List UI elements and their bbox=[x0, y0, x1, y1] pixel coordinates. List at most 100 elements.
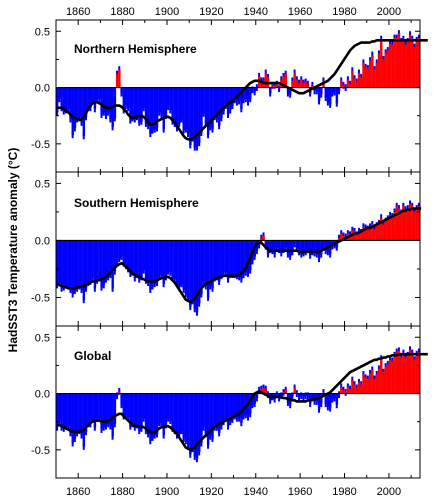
anomaly-bar bbox=[384, 221, 387, 241]
anomaly-bar bbox=[289, 87, 292, 95]
anomaly-bar bbox=[71, 240, 74, 295]
anomaly-bar bbox=[280, 393, 283, 396]
anomaly-bar bbox=[56, 393, 59, 428]
anomaly-bar bbox=[166, 240, 170, 272]
y-tick-label: -0.5 bbox=[31, 139, 50, 151]
anomaly-bar bbox=[129, 393, 132, 427]
anomaly-bar bbox=[377, 368, 381, 394]
x-tick-label-top: 1960 bbox=[288, 6, 312, 18]
anomaly-bar bbox=[71, 393, 74, 444]
anomaly-bar bbox=[249, 393, 252, 414]
anomaly-bar bbox=[89, 240, 92, 282]
anomaly-bar bbox=[273, 240, 276, 255]
anomaly-bar bbox=[107, 393, 110, 424]
y-tick-label: -0.5 bbox=[31, 292, 50, 304]
anomaly-bar bbox=[111, 240, 114, 289]
anomaly-bar bbox=[220, 240, 223, 276]
anomaly-bar bbox=[202, 240, 205, 282]
anomaly-bar bbox=[93, 240, 97, 289]
anomaly-bar bbox=[271, 240, 274, 251]
anomaly-bar bbox=[366, 229, 370, 241]
anomaly-bar bbox=[198, 393, 201, 453]
anomaly-bar bbox=[373, 69, 376, 88]
anomaly-bar bbox=[364, 67, 367, 88]
anomaly-bar bbox=[331, 240, 334, 247]
anomaly-bar bbox=[84, 240, 88, 289]
anomaly-bar bbox=[300, 79, 303, 88]
anomaly-bar bbox=[182, 240, 185, 290]
anomaly-bar bbox=[408, 34, 412, 88]
anomaly-bar bbox=[113, 393, 117, 424]
anomaly-bar bbox=[131, 240, 134, 273]
anomaly-bar bbox=[144, 393, 148, 431]
anomaly-bar bbox=[366, 378, 370, 394]
anomaly-bar bbox=[286, 87, 290, 94]
anomaly-bar bbox=[158, 393, 161, 423]
anomaly-bar bbox=[204, 393, 208, 435]
anomaly-bar bbox=[329, 87, 332, 105]
anomaly-bar bbox=[311, 85, 314, 88]
anomaly-bar bbox=[286, 240, 290, 255]
anomaly-bar bbox=[209, 240, 212, 287]
anomaly-bar bbox=[69, 87, 72, 120]
anomaly-bar bbox=[195, 393, 199, 459]
anomaly-bar bbox=[175, 87, 179, 129]
anomaly-bar bbox=[411, 206, 414, 241]
anomaly-bar bbox=[191, 393, 194, 449]
anomaly-bar bbox=[98, 87, 101, 99]
y-tick-label: 0.0 bbox=[35, 83, 50, 95]
anomaly-bar bbox=[133, 393, 137, 428]
anomaly-bar bbox=[246, 240, 250, 274]
anomaly-bar bbox=[173, 240, 177, 280]
anomaly-bar bbox=[80, 393, 83, 436]
anomaly-bar bbox=[147, 393, 150, 435]
anomaly-bar bbox=[224, 393, 228, 419]
x-tick-label-top: 1860 bbox=[66, 6, 90, 18]
anomaly-bar bbox=[231, 393, 234, 420]
anomaly-bar bbox=[386, 218, 390, 241]
anomaly-bar bbox=[393, 211, 396, 241]
panel-title-northern-hemisphere: Northern Hemisphere bbox=[74, 42, 197, 56]
anomaly-bar bbox=[149, 393, 152, 441]
anomaly-bar bbox=[198, 87, 201, 143]
anomaly-bar bbox=[191, 87, 194, 139]
anomaly-bar bbox=[311, 393, 314, 399]
anomaly-bar bbox=[209, 393, 212, 437]
anomaly-bar bbox=[175, 240, 179, 284]
anomaly-bar bbox=[142, 240, 145, 271]
anomaly-bar bbox=[355, 234, 359, 241]
anomaly-bar bbox=[402, 206, 405, 241]
anomaly-bar bbox=[231, 240, 234, 275]
anomaly-bar bbox=[224, 87, 228, 106]
anomaly-bar bbox=[64, 87, 68, 111]
anomaly-bar bbox=[300, 393, 303, 396]
anomaly-bar bbox=[198, 240, 201, 304]
anomaly-bar bbox=[58, 393, 61, 421]
anomaly-bar bbox=[306, 84, 310, 88]
anomaly-bar bbox=[182, 393, 185, 439]
anomaly-bar bbox=[104, 87, 108, 116]
anomaly-bar bbox=[324, 393, 327, 404]
x-tick-label-top: 1940 bbox=[244, 6, 268, 18]
anomaly-bar bbox=[58, 240, 61, 283]
anomaly-bar bbox=[158, 87, 161, 113]
anomaly-bar bbox=[229, 393, 232, 422]
anomaly-bar bbox=[95, 87, 99, 99]
y-tick-label: 0.5 bbox=[35, 26, 50, 38]
anomaly-bar bbox=[400, 213, 403, 241]
anomaly-bar bbox=[184, 393, 188, 441]
anomaly-bar bbox=[162, 87, 165, 130]
anomaly-bar bbox=[342, 390, 345, 394]
anomaly-bar bbox=[264, 240, 268, 247]
anomaly-bar bbox=[411, 353, 414, 394]
smoothed-line bbox=[57, 352, 428, 452]
anomaly-bar bbox=[56, 87, 59, 113]
anomaly-bar bbox=[340, 233, 343, 241]
anomaly-bar bbox=[135, 87, 139, 117]
anomaly-bar bbox=[115, 74, 119, 88]
x-tick-label-bottom: 1980 bbox=[332, 486, 356, 498]
anomaly-bar bbox=[171, 87, 174, 122]
anomaly-bar bbox=[180, 393, 183, 431]
anomaly-bar bbox=[60, 240, 63, 289]
anomaly-bar bbox=[164, 393, 168, 426]
